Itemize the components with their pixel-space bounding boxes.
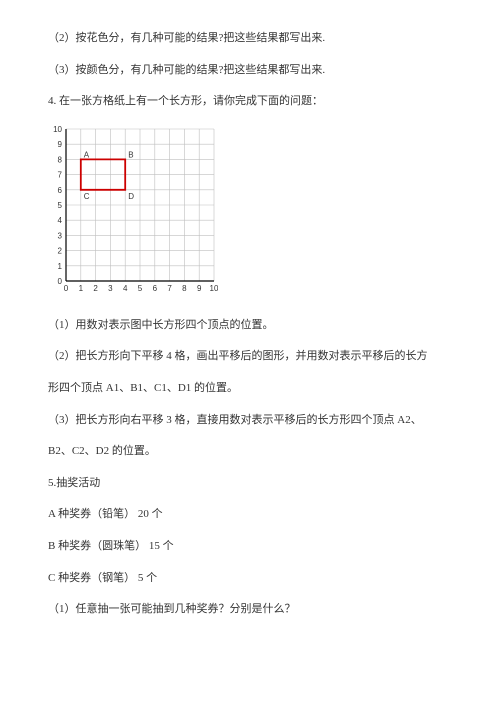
prize-c: C 种奖券（钢笔） 5 个: [48, 570, 452, 588]
prize-a: A 种奖券（铅笔） 20 个: [48, 506, 452, 524]
svg-text:0: 0: [58, 277, 63, 286]
svg-text:1: 1: [58, 262, 63, 271]
svg-text:C: C: [84, 192, 90, 201]
svg-text:2: 2: [58, 246, 63, 255]
svg-text:9: 9: [58, 140, 63, 149]
svg-text:4: 4: [58, 216, 63, 225]
svg-text:5: 5: [138, 284, 143, 293]
svg-text:A: A: [84, 150, 90, 159]
prize-b: B 种奖券（圆珠笔） 15 个: [48, 538, 452, 556]
svg-text:6: 6: [153, 284, 158, 293]
coordinate-grid-svg: 001122334455667788991010ABCD: [48, 125, 218, 295]
question-2-suit: （2）按花色分，有几种可能的结果?把这些结果都写出来.: [48, 30, 452, 48]
svg-text:7: 7: [58, 170, 63, 179]
question-4-2b: 形四个顶点 A1、B1、C1、D1 的位置。: [48, 380, 452, 398]
question-5-title: 5.抽奖活动: [48, 475, 452, 493]
svg-text:10: 10: [210, 284, 218, 293]
question-4-2a: （2）把长方形向下平移 4 格，画出平移后的图形，并用数对表示平移后的长方: [48, 348, 452, 366]
question-4-3a: （3）把长方形向右平移 3 格，直接用数对表示平移后的长方形四个顶点 A2、: [48, 412, 452, 430]
svg-text:3: 3: [58, 231, 63, 240]
svg-text:1: 1: [79, 284, 84, 293]
svg-text:0: 0: [64, 284, 69, 293]
svg-text:4: 4: [123, 284, 128, 293]
svg-text:8: 8: [58, 155, 63, 164]
svg-text:3: 3: [108, 284, 113, 293]
svg-text:D: D: [128, 192, 134, 201]
question-3-color: （3）按颜色分，有几种可能的结果?把这些结果都写出来.: [48, 62, 452, 80]
svg-text:5: 5: [58, 201, 63, 210]
svg-text:7: 7: [167, 284, 172, 293]
svg-text:2: 2: [93, 284, 98, 293]
svg-text:9: 9: [197, 284, 202, 293]
svg-text:10: 10: [53, 125, 62, 134]
grid-chart: 001122334455667788991010ABCD: [48, 125, 452, 295]
svg-text:8: 8: [182, 284, 187, 293]
question-5-1: （1）任意抽一张可能抽到几种奖券？分别是什么？: [48, 601, 452, 619]
svg-text:B: B: [128, 150, 133, 159]
question-4-1: （1）用数对表示图中长方形四个顶点的位置。: [48, 317, 452, 335]
question-4-intro: 4. 在一张方格纸上有一个长方形，请你完成下面的问题：: [48, 93, 452, 111]
question-4-3b: B2、C2、D2 的位置。: [48, 443, 452, 461]
svg-text:6: 6: [58, 186, 63, 195]
